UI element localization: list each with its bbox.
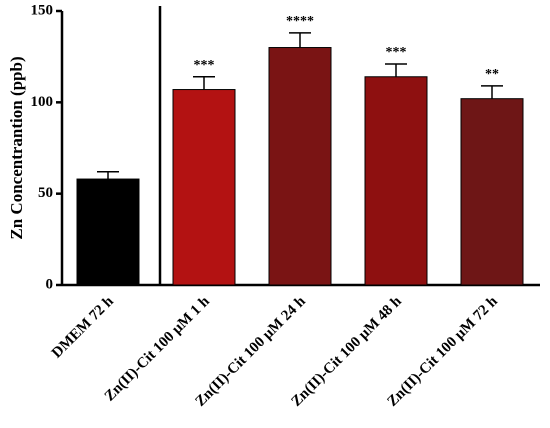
- x-tick-label: Zn(II)-Cit 100 μM 1 h: [102, 293, 213, 404]
- y-tick-label: 0: [46, 276, 54, 292]
- significance-label: ***: [194, 58, 215, 73]
- bar: [268, 47, 332, 286]
- y-axis-label: Zn Concentrantion (ppb): [7, 56, 26, 239]
- bar: [172, 89, 236, 286]
- significance-label: ***: [386, 45, 407, 60]
- significance-label: ****: [286, 14, 314, 29]
- y-tick-label: 50: [38, 185, 53, 201]
- bar: [76, 178, 140, 286]
- y-tick-label: 150: [31, 2, 54, 18]
- x-tick-label: Zn(II)-Cit 100 μM 24 h: [192, 293, 309, 410]
- significance-label: **: [485, 67, 499, 82]
- x-tick-label: DMEM 72 h: [49, 293, 117, 361]
- bar: [460, 98, 524, 286]
- x-tick-label: Zn(II)-Cit 100 μM 72 h: [384, 293, 501, 410]
- y-tick-label: 100: [31, 94, 54, 110]
- x-tick-label: Zn(II)-Cit 100 μM 48 h: [288, 293, 405, 410]
- bar: [364, 76, 428, 286]
